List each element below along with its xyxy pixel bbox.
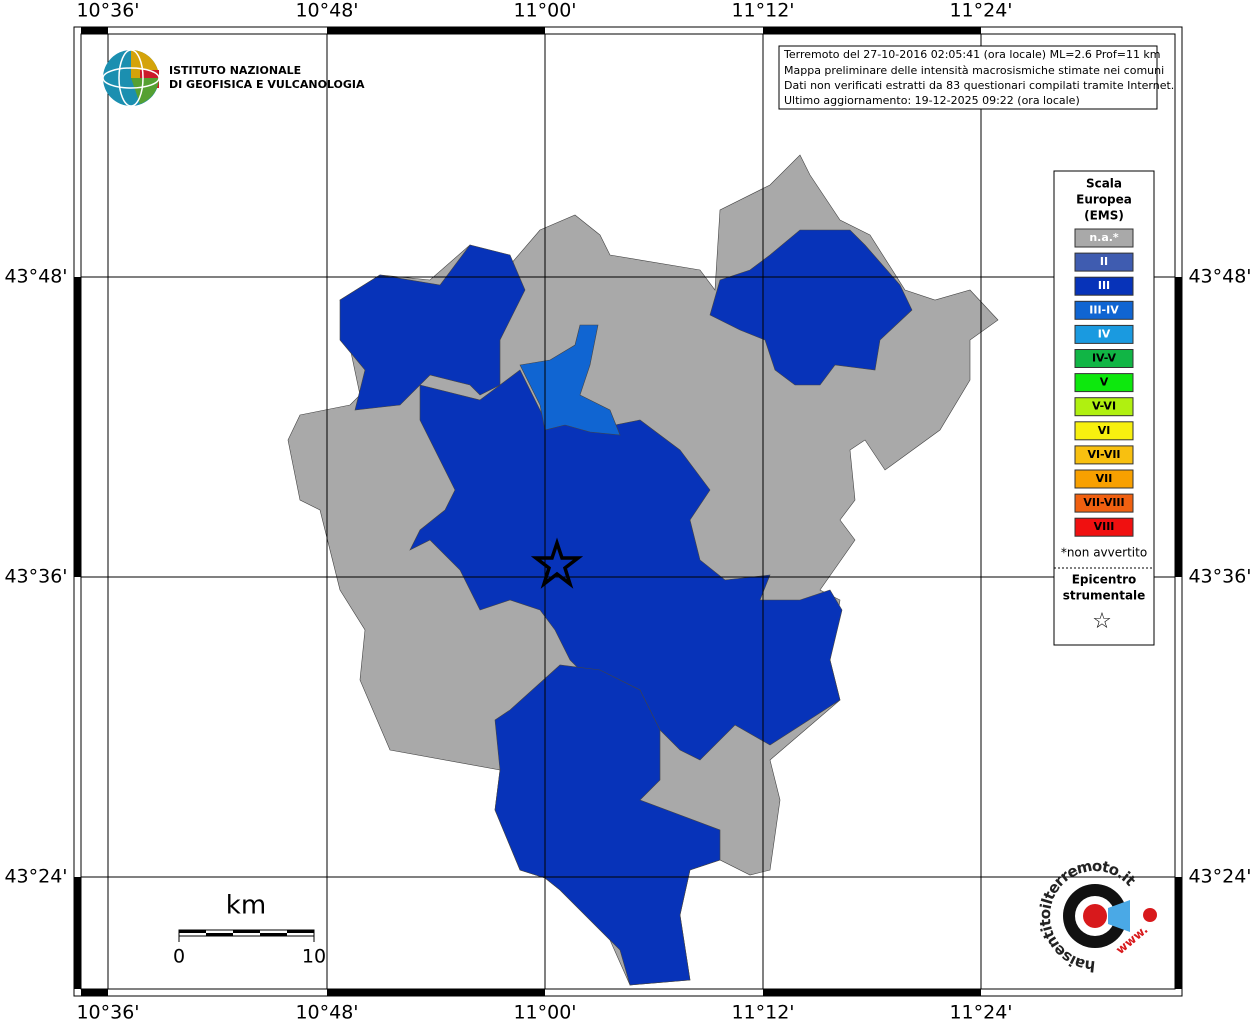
legend-epicenter: strumentale (1063, 589, 1146, 603)
legend-swatch (1074, 324, 1134, 344)
legend-swatch (1074, 517, 1134, 537)
lat-label: 43°48' (4, 266, 67, 288)
scale-unit: km (226, 891, 266, 921)
legend-label: II (1100, 255, 1108, 268)
logo-text: DI GEOFISICA E VULCANOLOGIA (169, 78, 365, 91)
legend-swatch (1074, 276, 1134, 296)
scale-bar: km 0 10 (173, 891, 326, 968)
lon-label: 11°12' (731, 0, 794, 22)
region (709, 229, 913, 386)
legend-label: VII-VIII (1083, 496, 1124, 509)
scale-label: 0 (173, 946, 185, 968)
scale-label: 10 (302, 946, 326, 968)
lon-label: 11°00' (513, 1002, 576, 1024)
legend-swatch (1074, 445, 1134, 465)
legend-label: V (1100, 376, 1109, 389)
region (409, 369, 843, 761)
legend-swatch (1074, 252, 1134, 272)
lon-label: 11°24' (949, 1002, 1012, 1024)
legend-swatch (1074, 421, 1134, 441)
legend-label: VI-VII (1087, 448, 1120, 461)
info-box: Terremoto del 27-10-2016 02:05:41 (ora l… (778, 45, 1174, 110)
legend-note: *non avvertito (1061, 546, 1147, 560)
legend-label: IV (1098, 327, 1111, 340)
legend-epicenter: Epicentro (1072, 573, 1137, 587)
info-line: Terremoto del 27-10-2016 02:05:41 (ora l… (783, 48, 1161, 61)
lon-label: 11°00' (513, 0, 576, 22)
lat-label: 43°24' (4, 866, 67, 888)
logo-text: ISTITUTO NAZIONALE (169, 64, 301, 77)
legend-label: VI (1098, 424, 1111, 437)
legend-label: III (1098, 279, 1110, 292)
legend-swatch (1074, 469, 1134, 489)
lat-label: 43°48' (1188, 266, 1251, 288)
axis-labels: 10°36' 10°48' 11°00' 11°12' 11°24' 10°36… (4, 0, 1251, 1024)
epicenter (530, 537, 584, 589)
legend-swatch (1074, 300, 1134, 320)
legend-swatch (1074, 493, 1134, 513)
lat-label: 43°36' (4, 566, 67, 588)
legend-label: VII (1096, 472, 1113, 485)
legend-label: V-VI (1092, 400, 1116, 413)
legend-swatch (1074, 373, 1134, 393)
info-line: Ultimo aggiornamento: 19-12-2025 09:22 (… (784, 94, 1080, 107)
lat-label: 43°36' (1188, 566, 1251, 588)
legend-label: III-IV (1089, 303, 1119, 316)
lat-label: 43°24' (1188, 866, 1251, 888)
lon-label: 10°48' (295, 0, 358, 22)
lon-label: 11°12' (731, 1002, 794, 1024)
lon-label: 10°48' (295, 1002, 358, 1024)
legend-swatch (1074, 397, 1134, 417)
legend-title: Scala (1086, 177, 1122, 191)
lon-label: 10°36' (76, 1002, 139, 1024)
municipalities (287, 154, 999, 986)
region (494, 664, 721, 986)
legend-label: VIII (1094, 520, 1115, 533)
legend-label: IV-V (1092, 352, 1117, 365)
legend-swatch (1074, 349, 1134, 368)
region (339, 244, 526, 411)
lon-label: 10°36' (76, 0, 139, 22)
legend-label: n.a.* (1089, 231, 1119, 244)
legend-title: Europea (1076, 193, 1132, 207)
lon-label: 11°24' (949, 0, 1012, 22)
frame (73, 26, 1183, 997)
legend-title: (EMS) (1084, 209, 1124, 223)
info-line: Dati non verificati estratti da 83 quest… (784, 79, 1174, 92)
ingv-logo: ISTITUTO NAZIONALE DI GEOFISICA E VULCAN… (102, 49, 365, 107)
legend-star: ☆ (1092, 609, 1112, 634)
legend: Scala Europea (EMS) *non avvertito Epice… (1053, 170, 1155, 646)
graticule (81, 34, 1175, 989)
legend-swatch (1074, 228, 1134, 248)
info-line: Mappa preliminare delle intensità macros… (784, 64, 1164, 77)
